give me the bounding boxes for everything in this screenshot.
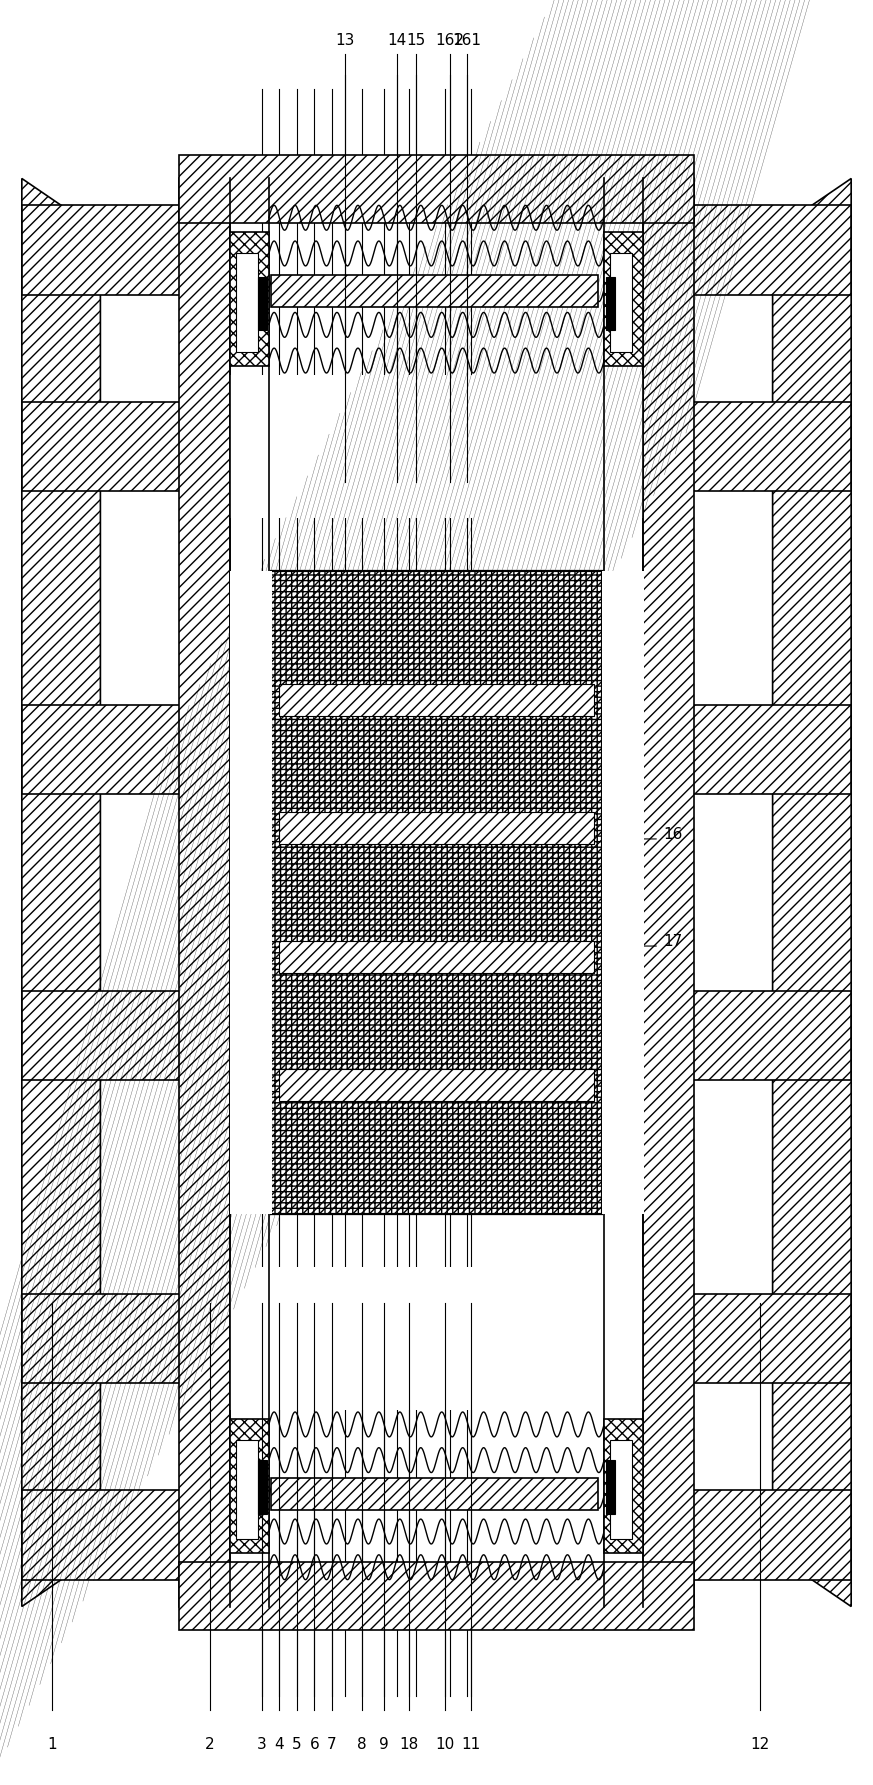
Bar <box>179 1562 694 1630</box>
Bar <box>22 1294 182 1383</box>
Bar <box>179 178 230 1606</box>
Bar <box>22 205 182 295</box>
Text: 6: 6 <box>309 1737 320 1753</box>
Bar <box>602 571 644 1214</box>
Bar <box>236 253 258 352</box>
Bar <box>271 571 602 1214</box>
Bar <box>610 1440 632 1539</box>
Text: 12: 12 <box>750 1737 769 1753</box>
Bar <box>691 705 851 794</box>
Bar <box>606 277 615 330</box>
Bar <box>643 178 694 1606</box>
Bar <box>271 1478 598 1510</box>
Text: 11: 11 <box>462 1737 481 1753</box>
Text: 15: 15 <box>406 32 425 48</box>
Text: 9: 9 <box>379 1737 389 1753</box>
Bar <box>691 1490 851 1580</box>
Bar <box>258 277 267 330</box>
Bar <box>236 1440 258 1539</box>
Text: 14: 14 <box>388 32 407 48</box>
Bar <box>691 991 851 1080</box>
Bar <box>230 1267 643 1410</box>
Bar <box>610 253 632 352</box>
Bar <box>606 1460 615 1514</box>
Text: 16: 16 <box>663 826 683 843</box>
Bar <box>691 1294 851 1383</box>
Text: 162: 162 <box>435 32 464 48</box>
Bar <box>230 375 643 518</box>
Bar <box>279 684 594 716</box>
Bar <box>604 232 643 366</box>
Polygon shape <box>22 178 100 1606</box>
Bar <box>22 991 182 1080</box>
Text: 13: 13 <box>335 32 354 48</box>
Bar <box>271 571 602 1214</box>
Bar <box>279 941 594 973</box>
Bar <box>179 155 694 223</box>
Polygon shape <box>773 178 851 1606</box>
Bar <box>279 812 594 844</box>
Text: 1: 1 <box>47 1737 58 1753</box>
Bar <box>22 705 182 794</box>
Bar <box>691 402 851 491</box>
Bar <box>271 275 598 307</box>
Bar <box>230 1419 269 1553</box>
Text: 161: 161 <box>452 32 482 48</box>
Bar <box>691 205 851 295</box>
Bar <box>258 1460 267 1514</box>
Bar <box>271 571 602 1214</box>
Bar <box>22 1490 182 1580</box>
Text: 7: 7 <box>327 1737 337 1753</box>
Bar <box>230 232 269 366</box>
Text: 17: 17 <box>663 934 683 950</box>
Text: 8: 8 <box>357 1737 368 1753</box>
Text: 4: 4 <box>274 1737 285 1753</box>
Bar <box>230 571 272 1214</box>
Text: 3: 3 <box>257 1737 267 1753</box>
Bar <box>279 1069 594 1101</box>
Text: 10: 10 <box>436 1737 455 1753</box>
Text: 5: 5 <box>292 1737 302 1753</box>
Text: 18: 18 <box>399 1737 418 1753</box>
Bar <box>604 1419 643 1553</box>
Text: 2: 2 <box>204 1737 215 1753</box>
Bar <box>22 402 182 491</box>
